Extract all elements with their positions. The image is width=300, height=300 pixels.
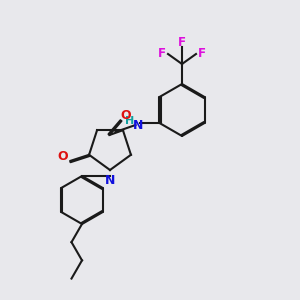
Text: O: O xyxy=(58,151,68,164)
Text: N: N xyxy=(133,118,144,131)
Text: F: F xyxy=(178,37,186,50)
Text: F: F xyxy=(198,47,206,61)
Text: F: F xyxy=(158,47,166,61)
Text: H: H xyxy=(125,116,134,126)
Text: N: N xyxy=(105,173,115,187)
Text: O: O xyxy=(120,109,131,122)
